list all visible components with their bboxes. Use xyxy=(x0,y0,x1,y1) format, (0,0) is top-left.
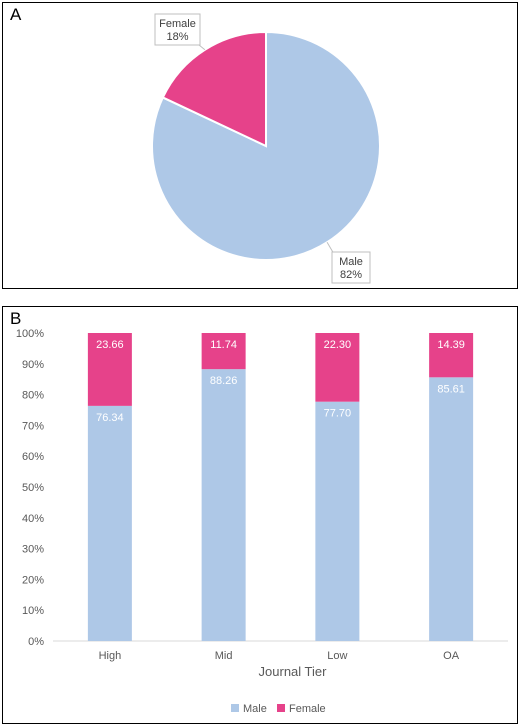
y-tick-label: 100% xyxy=(16,328,44,340)
bar-female-low xyxy=(315,333,360,402)
x-axis-title: Journal Tier xyxy=(259,664,328,679)
y-tick-label: 70% xyxy=(22,420,44,432)
callout-box-female xyxy=(154,13,201,46)
callout-box-male xyxy=(331,251,371,284)
panel-b-letter: B xyxy=(10,309,22,328)
bar-male-low xyxy=(315,401,360,641)
y-tick-label: 50% xyxy=(22,482,44,494)
bar-female-oa xyxy=(429,333,474,378)
x-tick-label: High xyxy=(99,650,122,662)
legend-swatch-male xyxy=(231,704,239,712)
y-tick-label: 30% xyxy=(22,544,44,556)
legend-label-female: Female xyxy=(289,703,326,715)
bar-male-high xyxy=(87,405,132,641)
panel-a-letter: A xyxy=(10,5,22,24)
pie-slice-female xyxy=(161,30,267,148)
y-tick-label: 0% xyxy=(28,636,44,648)
y-tick-label: 20% xyxy=(22,574,44,586)
y-tick-label: 90% xyxy=(22,359,44,371)
data-label-female: 22.30 xyxy=(324,339,352,351)
x-tick-label: Low xyxy=(327,650,347,662)
y-tick-label: 80% xyxy=(22,390,44,402)
callout-leader-female xyxy=(198,44,206,51)
x-tick-label: Mid xyxy=(215,650,233,662)
bar-female-mid xyxy=(201,333,246,370)
x-tick-label: OA xyxy=(443,650,460,662)
data-label-male: 76.34 xyxy=(96,412,124,424)
data-label-female: 11.74 xyxy=(210,339,237,351)
data-label-female: 14.39 xyxy=(437,339,465,351)
data-label-female: 23.66 xyxy=(96,339,124,351)
legend-label-male: Male xyxy=(243,703,267,715)
y-tick-label: 10% xyxy=(22,605,44,617)
data-label-male: 88.26 xyxy=(210,375,238,387)
stacked-bar-chart: 0% 10% 20% 30% 40% 50% 60% 70% 80% 90% 100% 76.34 23… xyxy=(16,328,508,715)
data-label-male: 77.70 xyxy=(324,408,352,420)
y-tick-label: 40% xyxy=(22,513,44,525)
slice-value-female: 18% xyxy=(166,31,188,43)
pie-chart-panel: A Female 18% Male 82% xyxy=(2,2,518,289)
slice-value-male: 82% xyxy=(340,269,362,281)
slice-label-female: Female xyxy=(159,18,196,30)
bar-male-oa xyxy=(429,377,474,641)
bar-chart-panel: B 0% 10% 20% 30% 40% 50% 60% 70% 80% 90% 100% 76.34… xyxy=(2,306,518,724)
legend-swatch-female xyxy=(277,704,285,712)
bar-female-high xyxy=(87,333,132,406)
slice-label-male: Male xyxy=(339,256,363,268)
data-label-male: 85.61 xyxy=(437,383,465,395)
y-tick-label: 60% xyxy=(22,451,44,463)
bar-male-mid xyxy=(201,369,246,641)
